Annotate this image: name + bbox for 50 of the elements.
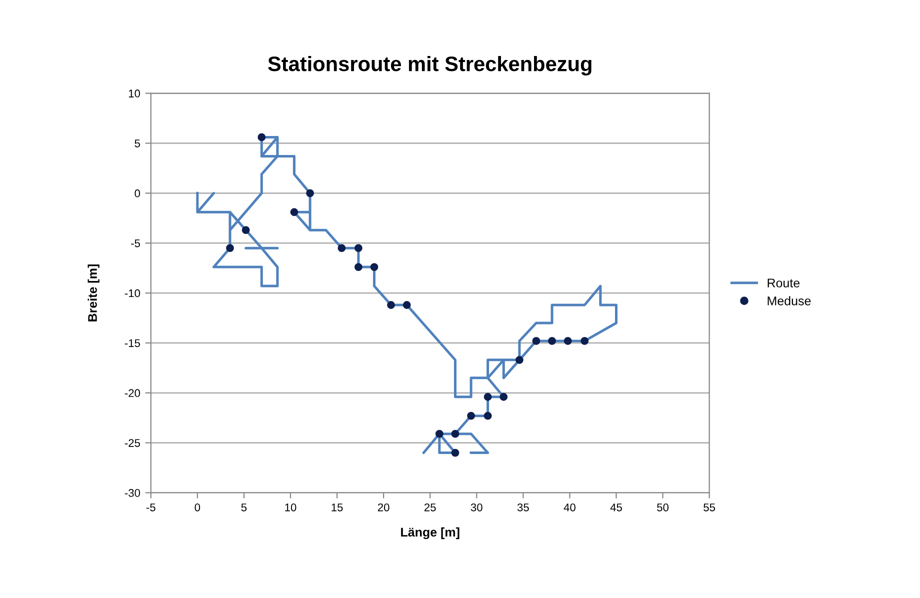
y-tick-label: 10 xyxy=(128,90,140,98)
chart-title: Stationsroute mit Streckenbezug xyxy=(268,56,592,76)
x-tick-label: 5 xyxy=(241,504,247,512)
point xyxy=(564,337,572,345)
legend-label: Route xyxy=(768,278,800,288)
x-tick-label: -5 xyxy=(146,504,156,512)
point xyxy=(354,244,362,252)
x-tick-label: 15 xyxy=(332,504,343,512)
x-tick-label: 20 xyxy=(378,503,390,512)
y-tick-label: -15 xyxy=(124,339,140,348)
y-axis-title: Breite [m] xyxy=(88,264,100,322)
point xyxy=(467,412,476,420)
x-tick-label: 45 xyxy=(610,504,622,512)
point xyxy=(258,133,266,142)
y-tick-label: -5 xyxy=(131,239,140,248)
x-tick-label: 25 xyxy=(424,503,436,512)
x-tick-label: 0 xyxy=(194,503,200,512)
point xyxy=(580,337,589,345)
point xyxy=(354,263,362,272)
x-tick-label: 35 xyxy=(517,503,529,512)
point xyxy=(484,412,492,420)
x-tick-label: 50 xyxy=(657,503,669,512)
point xyxy=(290,208,298,216)
x-tick-label: 55 xyxy=(704,504,716,512)
y-tick-label: 5 xyxy=(134,140,140,148)
point xyxy=(242,226,250,234)
point xyxy=(338,244,346,252)
y-tick-label: -25 xyxy=(124,439,140,447)
point xyxy=(451,430,460,438)
point xyxy=(484,392,492,401)
point xyxy=(532,337,540,345)
point xyxy=(451,448,460,457)
point xyxy=(402,301,411,309)
y-tick-label: -20 xyxy=(124,389,140,398)
x-tick-label: 30 xyxy=(470,503,482,512)
y-tick-label: -30 xyxy=(124,489,140,497)
x-tick-label: 40 xyxy=(564,503,576,512)
x-tick-label: 10 xyxy=(285,503,296,512)
point xyxy=(387,301,395,309)
point xyxy=(500,392,508,401)
y-tick-label: -10 xyxy=(124,289,140,298)
point xyxy=(548,337,556,345)
point xyxy=(435,430,444,438)
y-tick-label: 0 xyxy=(134,189,140,198)
point xyxy=(370,263,378,272)
x-axis-title: Länge [m] xyxy=(401,527,460,540)
point xyxy=(306,189,314,198)
point xyxy=(226,244,234,252)
point xyxy=(516,356,524,364)
legend-label: Meduse xyxy=(768,296,811,306)
